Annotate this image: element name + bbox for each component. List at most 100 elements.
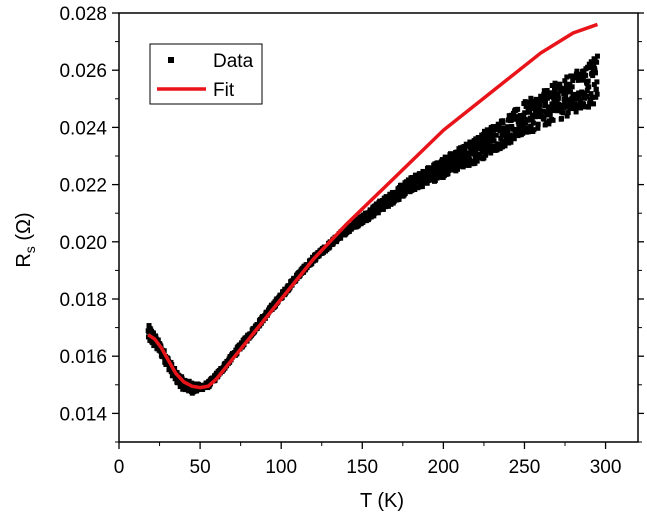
data-point <box>389 190 395 196</box>
data-point <box>567 81 573 87</box>
data-point <box>397 192 403 198</box>
data-point <box>562 78 568 84</box>
data-point <box>562 103 568 109</box>
x-tick-label: 250 <box>509 457 541 478</box>
y-tick-label: 0.022 <box>59 176 107 197</box>
data-point <box>490 134 496 140</box>
data-point <box>560 110 566 116</box>
data-point <box>402 190 408 196</box>
data-point <box>460 152 466 158</box>
data-point <box>551 106 557 112</box>
data-point <box>539 98 545 104</box>
data-point <box>481 155 487 161</box>
data-point <box>473 140 479 146</box>
data-point <box>531 101 537 107</box>
data-point <box>555 91 561 97</box>
data-point <box>537 102 543 108</box>
x-tick-label: 150 <box>346 457 378 478</box>
data-point <box>594 91 600 97</box>
data-point <box>564 74 570 80</box>
data-point <box>431 169 437 175</box>
data-point <box>459 156 465 162</box>
data-point <box>593 94 599 100</box>
data-point <box>180 386 186 392</box>
data-point <box>565 110 571 116</box>
data-point <box>462 146 468 152</box>
data-point <box>485 148 491 154</box>
data-point <box>557 81 563 87</box>
data-point <box>523 120 529 126</box>
data-point <box>584 93 590 99</box>
data-point <box>502 143 508 149</box>
data-point <box>500 120 506 126</box>
data-point <box>572 91 578 97</box>
data-point <box>499 144 505 150</box>
data-point <box>460 164 466 170</box>
data-point <box>542 103 548 109</box>
data-point <box>535 121 541 127</box>
data-point <box>517 124 523 130</box>
data-point <box>396 196 402 202</box>
data-point <box>512 130 518 136</box>
y-tick-label: 0.016 <box>59 347 107 368</box>
data-point <box>530 120 536 126</box>
y-tick-label: 0.024 <box>59 118 107 139</box>
data-point <box>155 337 161 343</box>
data-point <box>585 78 591 84</box>
data-point <box>429 165 435 171</box>
data-point <box>526 109 532 115</box>
data-point <box>426 177 432 183</box>
data-point <box>570 78 576 84</box>
data-point <box>583 72 589 78</box>
data-point <box>557 85 563 91</box>
data-point <box>439 157 445 163</box>
data-point <box>547 105 553 111</box>
data-point <box>522 116 528 122</box>
data-point <box>547 111 553 117</box>
data-point <box>567 105 573 111</box>
data-point <box>474 158 480 164</box>
data-point <box>481 131 487 137</box>
y-tick-label: 0.028 <box>59 4 107 25</box>
data-point <box>594 79 600 85</box>
legend-data-marker <box>168 57 174 63</box>
data-point <box>546 121 552 127</box>
data-point <box>534 110 540 116</box>
data-point <box>491 138 497 144</box>
data-point <box>531 127 537 133</box>
data-point <box>511 136 517 142</box>
data-series-points <box>145 53 600 396</box>
data-point <box>452 163 458 169</box>
x-tick-label: 100 <box>265 457 297 478</box>
data-point <box>493 132 499 138</box>
data-point <box>577 97 583 103</box>
legend: Data Fit <box>149 43 263 105</box>
data-point <box>505 128 511 134</box>
data-point <box>445 171 451 177</box>
data-point <box>564 113 570 119</box>
data-point <box>526 127 532 133</box>
data-point <box>567 89 573 95</box>
data-point <box>541 88 547 94</box>
x-tick-label: 300 <box>590 457 622 478</box>
data-point <box>526 103 532 109</box>
data-point <box>591 82 597 88</box>
data-point <box>573 105 579 111</box>
data-point <box>541 116 547 122</box>
data-point <box>519 115 525 121</box>
data-point <box>558 116 564 122</box>
data-point <box>385 203 391 209</box>
data-point <box>594 59 600 65</box>
data-point <box>537 109 543 115</box>
data-point <box>447 159 453 165</box>
data-point <box>488 150 494 156</box>
data-point <box>380 206 386 212</box>
data-point <box>535 125 541 131</box>
data-point <box>590 73 596 79</box>
data-point <box>467 139 473 145</box>
data-point <box>182 377 188 383</box>
data-point <box>508 117 514 123</box>
y-axis-label-main: R <box>13 253 35 267</box>
data-point <box>394 191 400 197</box>
data-point <box>371 213 377 219</box>
